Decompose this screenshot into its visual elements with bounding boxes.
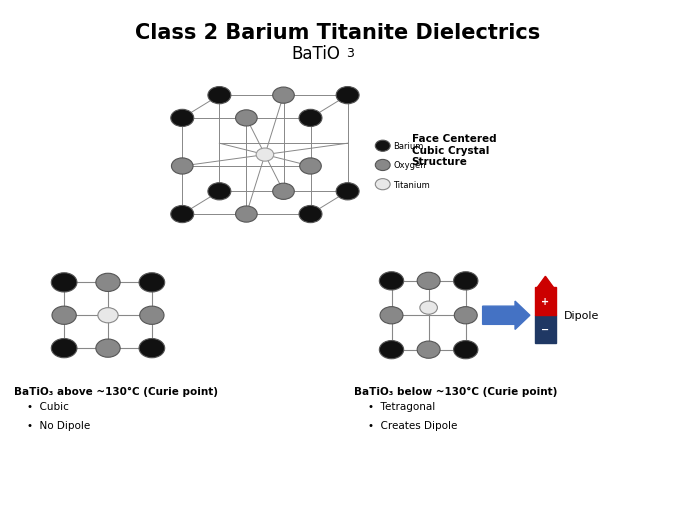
Circle shape (52, 307, 76, 325)
Text: Class 2 Barium Titanite Dielectrics: Class 2 Barium Titanite Dielectrics (135, 23, 540, 43)
Circle shape (273, 184, 294, 200)
Circle shape (375, 179, 390, 190)
Circle shape (96, 274, 120, 292)
Circle shape (236, 207, 257, 223)
Text: •  Tetragonal: • Tetragonal (368, 401, 435, 412)
Circle shape (375, 160, 390, 171)
Text: •  Cubic: • Cubic (27, 401, 69, 412)
Circle shape (299, 206, 322, 223)
Polygon shape (535, 288, 556, 316)
Circle shape (375, 141, 390, 152)
Circle shape (140, 307, 164, 325)
Text: Dipole: Dipole (564, 311, 599, 321)
Text: BaTiO₃ above ~130°C (Curie point): BaTiO₃ above ~130°C (Curie point) (14, 386, 217, 396)
Polygon shape (535, 316, 556, 343)
Circle shape (454, 307, 477, 324)
Circle shape (454, 341, 478, 359)
Circle shape (171, 206, 194, 223)
Polygon shape (537, 277, 554, 288)
Circle shape (380, 307, 403, 324)
Text: •  No Dipole: • No Dipole (27, 421, 90, 431)
Circle shape (454, 272, 478, 290)
Circle shape (139, 339, 165, 358)
Text: 3: 3 (346, 47, 354, 60)
Text: •  Creates Dipole: • Creates Dipole (368, 421, 457, 431)
Text: Oxygen: Oxygen (394, 161, 426, 170)
Circle shape (208, 183, 231, 200)
Circle shape (171, 110, 194, 127)
Circle shape (420, 301, 437, 315)
Polygon shape (483, 301, 530, 330)
Circle shape (51, 273, 77, 292)
Text: Face Centered
Cubic Crystal
Structure: Face Centered Cubic Crystal Structure (412, 134, 496, 167)
Circle shape (51, 339, 77, 358)
Text: BaTiO₃ below ~130°C (Curie point): BaTiO₃ below ~130°C (Curie point) (354, 386, 558, 396)
Text: −: − (541, 325, 549, 334)
Circle shape (171, 159, 193, 175)
Circle shape (96, 339, 120, 358)
Circle shape (379, 341, 404, 359)
Text: Barium: Barium (394, 142, 424, 151)
Circle shape (299, 110, 322, 127)
Circle shape (300, 159, 321, 175)
Circle shape (336, 183, 359, 200)
Circle shape (236, 111, 257, 127)
Circle shape (379, 272, 404, 290)
Text: BaTiO: BaTiO (292, 44, 340, 63)
Circle shape (273, 88, 294, 104)
Circle shape (139, 273, 165, 292)
Circle shape (208, 87, 231, 105)
Circle shape (417, 341, 440, 359)
Circle shape (98, 308, 118, 323)
Circle shape (417, 273, 440, 290)
Text: Titanium: Titanium (394, 180, 430, 189)
Circle shape (336, 87, 359, 105)
Circle shape (256, 148, 274, 162)
Text: +: + (541, 297, 549, 307)
